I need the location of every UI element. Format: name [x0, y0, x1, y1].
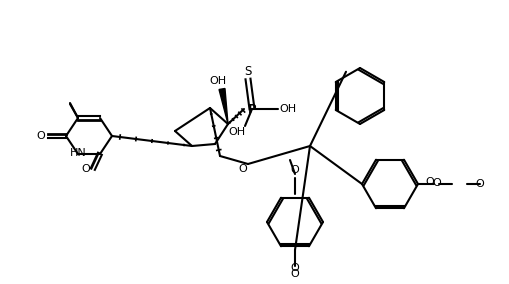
Text: S: S — [244, 64, 251, 78]
Text: O: O — [37, 131, 45, 141]
Text: O: O — [290, 165, 299, 175]
Text: OH: OH — [228, 127, 245, 137]
Text: O: O — [432, 178, 440, 188]
Text: HN: HN — [70, 148, 86, 158]
Text: O: O — [290, 263, 299, 273]
Text: OH: OH — [279, 104, 296, 114]
Text: O: O — [238, 164, 247, 174]
Text: O: O — [475, 179, 484, 189]
Text: O: O — [425, 177, 434, 187]
Polygon shape — [218, 89, 228, 124]
Text: OH: OH — [209, 76, 226, 86]
Text: O: O — [81, 164, 90, 174]
Text: O: O — [290, 269, 299, 279]
Text: P: P — [247, 103, 256, 116]
